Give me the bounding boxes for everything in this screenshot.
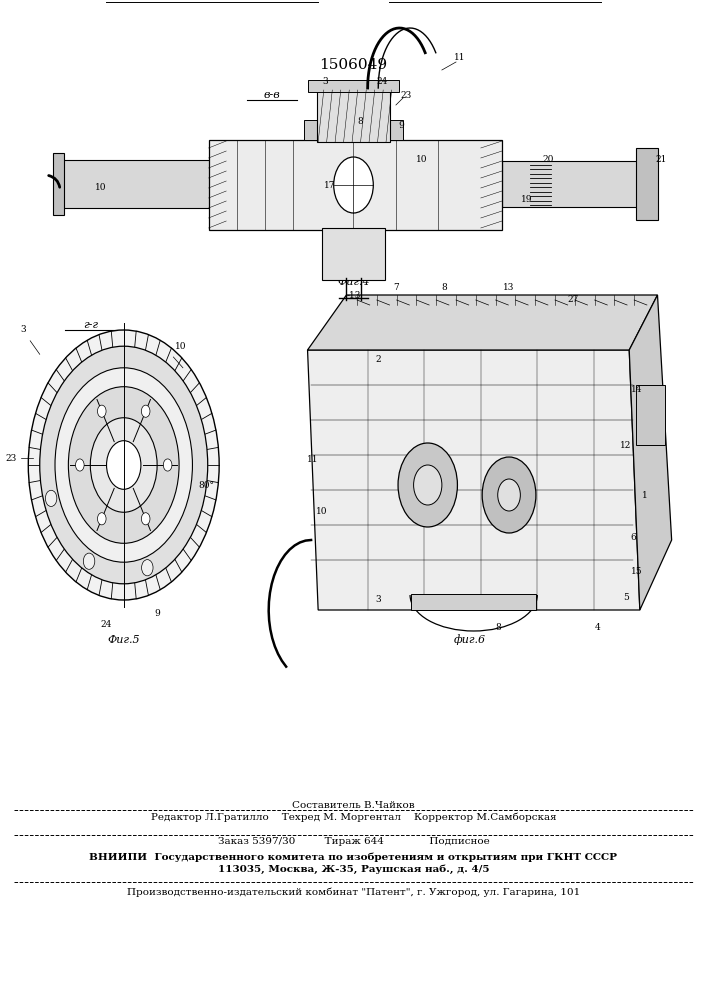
Text: 3: 3 [322, 78, 328, 87]
Text: ВНИИПИ  Государственного комитета по изобретениям и открытиям при ГКНТ СССР: ВНИИПИ Государственного комитета по изоб… [90, 852, 617, 862]
Circle shape [334, 157, 373, 213]
Bar [636, 148, 658, 220]
Bar [411, 594, 536, 610]
Circle shape [414, 465, 442, 505]
Text: 8: 8 [358, 117, 363, 126]
Circle shape [141, 405, 150, 417]
Circle shape [69, 387, 179, 543]
Text: 10: 10 [95, 184, 106, 192]
Bar [636, 385, 665, 445]
Text: 5: 5 [623, 593, 629, 602]
Text: 1506049: 1506049 [320, 58, 387, 72]
Text: 2: 2 [375, 356, 381, 364]
Text: 21: 21 [655, 155, 667, 164]
Circle shape [83, 553, 95, 569]
Text: 8: 8 [441, 284, 447, 292]
Polygon shape [308, 350, 640, 610]
Text: Фиг.4: Фиг.4 [337, 277, 370, 287]
Circle shape [141, 560, 153, 576]
Circle shape [398, 443, 457, 527]
Text: в-в: в-в [264, 90, 281, 100]
Circle shape [45, 490, 57, 506]
Text: 80°: 80° [198, 481, 214, 490]
Circle shape [40, 346, 208, 584]
Text: 17: 17 [325, 180, 336, 190]
Text: Составитель В.Чайков: Составитель В.Чайков [292, 800, 415, 810]
Bar [53, 153, 64, 215]
Circle shape [498, 479, 520, 511]
Text: фиг.6: фиг.6 [454, 635, 486, 645]
Text: 7: 7 [393, 284, 399, 292]
Bar [322, 228, 385, 280]
Text: 20: 20 [542, 155, 554, 164]
Circle shape [482, 457, 536, 533]
Text: 27: 27 [567, 296, 578, 304]
Text: -13: -13 [346, 290, 361, 300]
Text: 23: 23 [6, 454, 17, 463]
Circle shape [141, 513, 150, 525]
Text: 3: 3 [21, 326, 26, 334]
Text: 13: 13 [503, 284, 515, 292]
Text: 14: 14 [631, 385, 642, 394]
Text: 113035, Москва, Ж-35, Раушская наб., д. 4/5: 113035, Москва, Ж-35, Раушская наб., д. … [218, 864, 489, 874]
Text: 19: 19 [521, 196, 532, 205]
Text: 1: 1 [642, 490, 648, 499]
Text: 24: 24 [101, 620, 112, 629]
Text: 4: 4 [595, 624, 600, 633]
Text: Производственно-издательский комбинат "Патент", г. Ужгород, ул. Гагарина, 101: Производственно-издательский комбинат "П… [127, 887, 580, 897]
Bar [209, 140, 502, 230]
Text: 6: 6 [630, 534, 636, 542]
Circle shape [98, 513, 106, 525]
Text: 10: 10 [416, 155, 428, 164]
Bar [502, 161, 643, 207]
Text: 9: 9 [154, 609, 160, 618]
Text: 11: 11 [454, 53, 465, 62]
Circle shape [107, 441, 141, 489]
Text: 12: 12 [620, 440, 631, 450]
Bar [304, 120, 403, 140]
Polygon shape [629, 295, 672, 610]
FancyBboxPatch shape [60, 160, 212, 208]
Text: 23: 23 [401, 91, 412, 100]
Text: 3: 3 [375, 595, 381, 604]
Circle shape [90, 418, 157, 512]
Text: 9: 9 [399, 120, 404, 129]
Text: 11: 11 [307, 456, 318, 464]
Circle shape [76, 459, 84, 471]
Text: 8: 8 [496, 624, 501, 633]
Circle shape [28, 330, 219, 600]
Text: 10: 10 [175, 342, 187, 351]
Text: г-г: г-г [83, 320, 98, 330]
Circle shape [98, 405, 106, 417]
Text: Редактор Л.Гратилло    Техред М. Моргентал    Корректор М.Самборская: Редактор Л.Гратилло Техред М. Моргентал … [151, 812, 556, 822]
Bar [317, 90, 390, 142]
Text: Фиг.5: Фиг.5 [107, 635, 140, 645]
Polygon shape [308, 295, 658, 350]
Circle shape [163, 459, 172, 471]
Text: 10: 10 [316, 508, 327, 516]
Text: 24: 24 [376, 78, 387, 87]
Text: Φ460: Φ460 [85, 440, 110, 449]
Text: 15: 15 [631, 568, 642, 576]
Bar [308, 80, 399, 92]
Circle shape [55, 368, 192, 562]
Text: Заказ 5397/30         Тираж 644              Подписное: Заказ 5397/30 Тираж 644 Подписное [218, 838, 489, 846]
